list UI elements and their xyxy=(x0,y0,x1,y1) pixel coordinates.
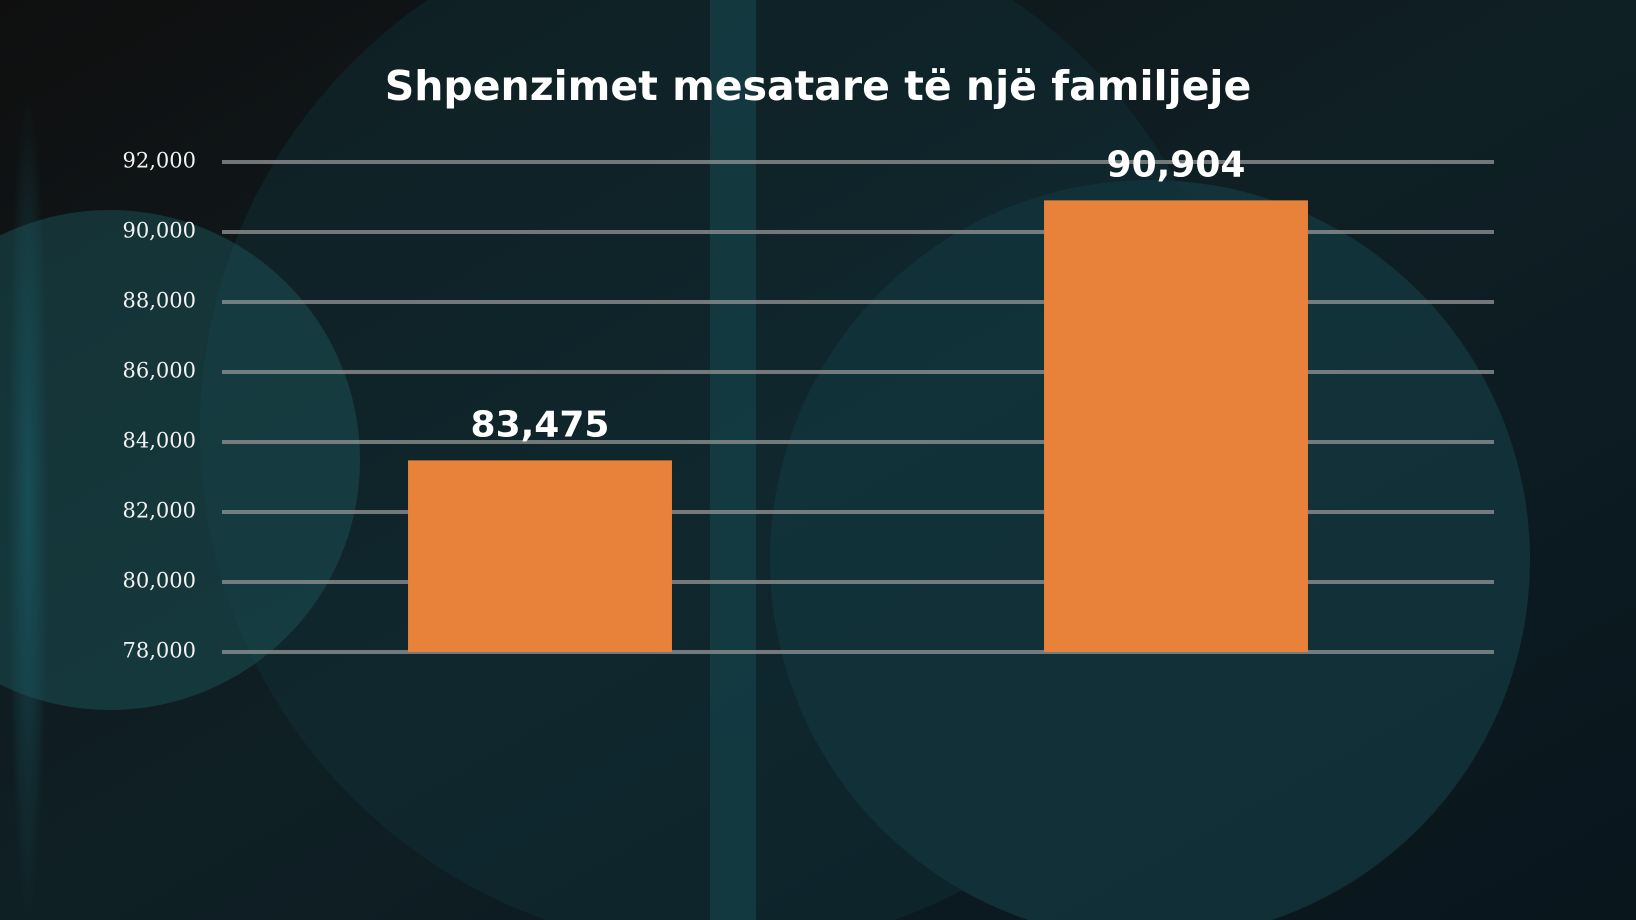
y-tick-label: 80,000 xyxy=(123,569,196,593)
y-tick-label: 88,000 xyxy=(123,289,196,313)
y-tick-label: 78,000 xyxy=(123,639,196,663)
y-tick-label: 90,000 xyxy=(123,219,196,243)
value-label: 90,904 xyxy=(1107,144,1246,185)
bar xyxy=(408,460,672,652)
y-tick-label: 92,000 xyxy=(123,149,196,173)
y-tick-label: 86,000 xyxy=(123,359,196,383)
value-label: 83,475 xyxy=(471,404,610,445)
chart-title: Shpenzimet mesatare të një familjeje xyxy=(385,62,1252,110)
bar xyxy=(1044,200,1308,653)
y-tick-label: 84,000 xyxy=(123,429,196,453)
y-tick-label: 82,000 xyxy=(123,499,196,523)
